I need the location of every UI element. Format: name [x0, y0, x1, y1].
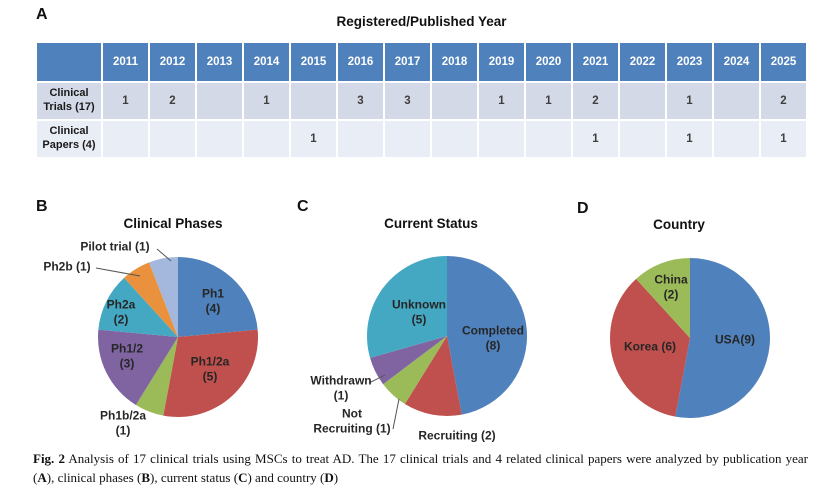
pie-label-ph1-2: Ph1/2 (3) — [110, 341, 144, 370]
table-cell: 1 — [291, 121, 336, 157]
table-row-clinical-papers: Clinical Papers (4) 1 1 1 1 — [37, 121, 806, 157]
table-cell — [479, 121, 524, 157]
table-cell: 3 — [385, 83, 430, 119]
pie-slice-ph1-2a — [163, 329, 259, 418]
table-cell — [714, 121, 759, 157]
pie-label-not-recruiting: Not Recruiting (1) — [313, 406, 391, 435]
pie-label-recruiting: Recruiting (2) — [418, 428, 496, 443]
pie-b-title: Clinical Phases — [123, 216, 223, 231]
table-cell: 1 — [761, 121, 806, 157]
pie-slice-ph2b — [124, 262, 178, 337]
table-cell — [338, 121, 383, 157]
pie-slice-korea — [609, 278, 690, 417]
year-header: 2021 — [573, 43, 618, 81]
year-header: 2022 — [620, 43, 665, 81]
table-cell — [620, 83, 665, 119]
pie-chart-clinical-phases — [97, 257, 259, 418]
table-cell — [385, 121, 430, 157]
year-header-row: 2011 2012 2013 2014 2015 2016 2017 2018 … — [37, 43, 806, 81]
pie-label-completed: Completed (8) — [461, 323, 525, 352]
pie-slice-ph1b-2a — [135, 337, 178, 416]
pie-label-usa: USA(9) — [714, 332, 756, 347]
table-cell — [432, 121, 477, 157]
pie-label-withdrawn: Withdrawn (1) — [310, 373, 372, 402]
table-cell: 2 — [573, 83, 618, 119]
table-cell — [291, 83, 336, 119]
table-cell — [197, 83, 242, 119]
year-header: 2016 — [338, 43, 383, 81]
pie-label-ph2a: Ph2a (2) — [106, 297, 136, 326]
pie-label-ph2b: Ph2b (1) — [43, 259, 91, 274]
table-cell — [150, 121, 195, 157]
table-cell: 1 — [479, 83, 524, 119]
table-cell — [714, 83, 759, 119]
table-cell — [244, 121, 289, 157]
year-header: 2015 — [291, 43, 336, 81]
year-header: 2012 — [150, 43, 195, 81]
table-cell — [103, 121, 148, 157]
table-cell: 1 — [667, 83, 712, 119]
table-cell: 1 — [526, 83, 571, 119]
pie-slice-not-recruiting — [383, 336, 447, 405]
table-cell — [197, 121, 242, 157]
pie-chart-current-status — [367, 256, 528, 417]
pie-slice-recruiting — [404, 336, 462, 417]
caption-fig-label: Fig. 2 — [33, 451, 65, 466]
table-row-clinical-trials: Clinical Trials (17) 1 2 1 3 3 1 1 2 1 2 — [37, 83, 806, 119]
row-label-clinical-trials: Clinical Trials (17) — [37, 83, 101, 119]
table-cell: 2 — [150, 83, 195, 119]
pie-c-title: Current Status — [384, 216, 478, 231]
pie-slice-ph1 — [178, 257, 258, 337]
pie-slice-completed — [447, 256, 528, 415]
table-cell — [620, 121, 665, 157]
pie-slice-usa — [675, 258, 770, 418]
pie-label-pilot-trial: Pilot trial (1) — [80, 239, 150, 254]
table-cell: 3 — [338, 83, 383, 119]
year-header: 2025 — [761, 43, 806, 81]
panel-label-a: A — [36, 6, 48, 23]
table-cell: 1 — [103, 83, 148, 119]
year-header: 2020 — [526, 43, 571, 81]
pie-slice-ph1-2 — [97, 329, 178, 406]
panel-label-d: D — [577, 200, 589, 217]
pie-d-title: Country — [653, 217, 705, 232]
year-header: 2018 — [432, 43, 477, 81]
table-cell: 1 — [573, 121, 618, 157]
pie-slice-ph2a — [98, 277, 178, 337]
table-title: Registered/Published Year — [336, 14, 507, 29]
year-header: 2019 — [479, 43, 524, 81]
year-header: 2013 — [197, 43, 242, 81]
table-cell: 1 — [244, 83, 289, 119]
year-header: 2011 — [103, 43, 148, 81]
table-cell — [432, 83, 477, 119]
pie-label-ph1: Ph1 (4) — [201, 286, 225, 315]
panel-label-b: B — [36, 198, 48, 215]
pie-slice-china — [636, 258, 690, 338]
pie-slice-unknown — [367, 256, 447, 358]
panel-label-c: C — [297, 198, 309, 215]
table-cell: 1 — [667, 121, 712, 157]
year-header: 2024 — [714, 43, 759, 81]
year-header: 2017 — [385, 43, 430, 81]
pie-label-korea: Korea (6) — [623, 339, 677, 354]
pie-chart-country — [609, 258, 770, 418]
figure-caption: Fig. 2 Analysis of 17 clinical trials us… — [33, 451, 809, 485]
table-corner-cell — [37, 43, 101, 81]
pie-slice-withdrawn — [370, 336, 447, 385]
pie-slice-pilot-trial — [149, 257, 178, 337]
pie-label-china: China (2) — [654, 272, 688, 301]
year-table: 2011 2012 2013 2014 2015 2016 2017 2018 … — [35, 41, 808, 159]
year-header: 2014 — [244, 43, 289, 81]
pie-label-ph1-2a: Ph1/2a (5) — [190, 354, 230, 383]
pie-label-unknown: Unknown (5) — [392, 297, 446, 326]
year-header: 2023 — [667, 43, 712, 81]
pie-label-ph1b-2a: Ph1b/2a (1) — [99, 408, 147, 437]
row-label-clinical-papers: Clinical Papers (4) — [37, 121, 101, 157]
table-cell: 2 — [761, 83, 806, 119]
table-cell — [526, 121, 571, 157]
